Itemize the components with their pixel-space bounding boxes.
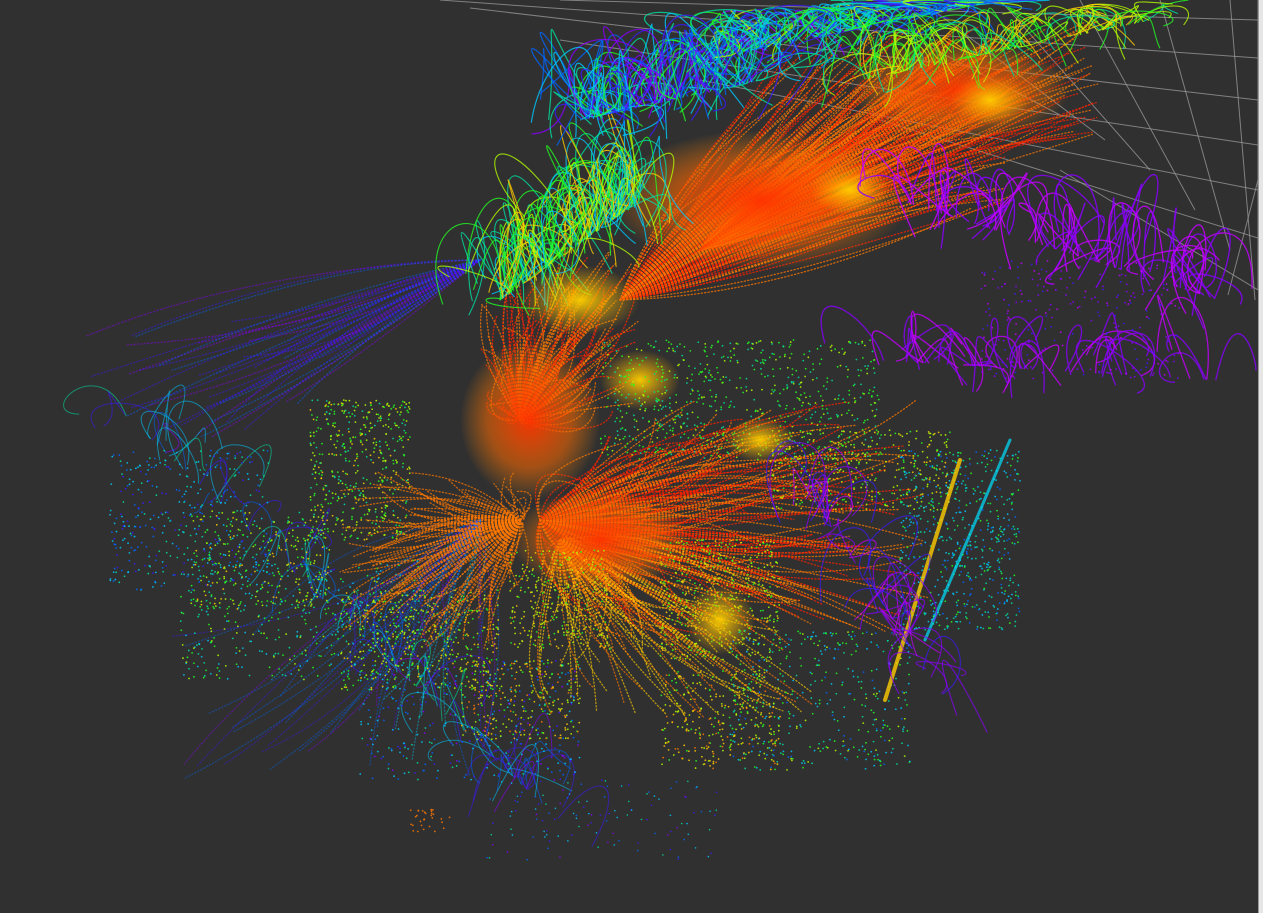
point-cloud-icon	[63, 0, 1257, 861]
window-edge	[1258, 0, 1263, 913]
